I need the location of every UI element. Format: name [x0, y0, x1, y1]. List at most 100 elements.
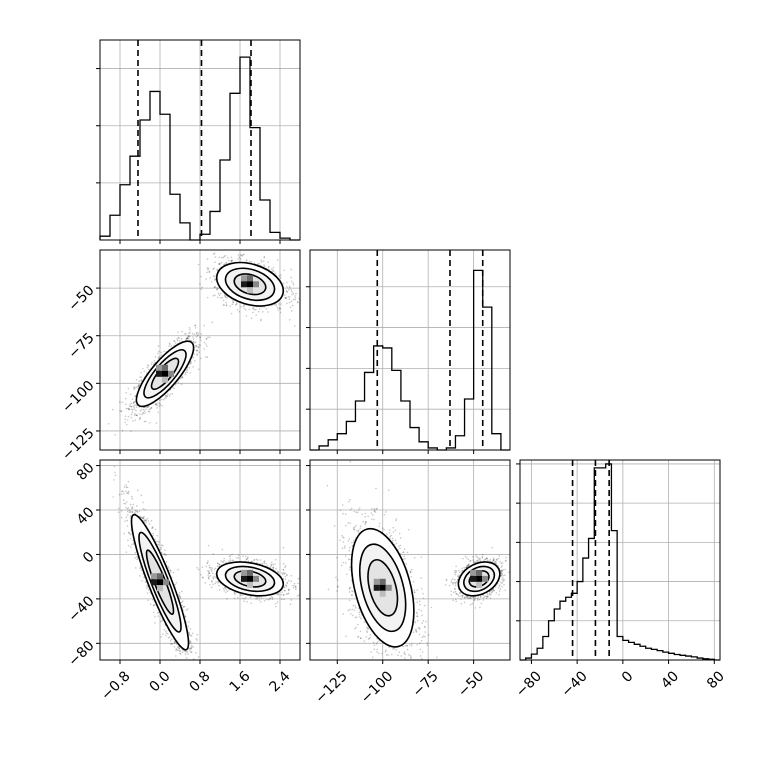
scatter-point [139, 417, 142, 419]
scatter-point [214, 286, 216, 288]
scatter-point [219, 262, 221, 265]
scatter-point [218, 263, 220, 266]
scatter-point [205, 356, 207, 358]
scatter-point [163, 552, 166, 555]
scatter-point [136, 489, 139, 492]
scatter-point [186, 664, 188, 666]
scatter-point [136, 555, 138, 558]
scatter-point [177, 646, 180, 648]
scatter-point [156, 543, 159, 546]
scatter-point [286, 291, 289, 294]
scatter-point [248, 308, 251, 311]
scatter-point [207, 336, 209, 339]
scatter-point [176, 646, 179, 649]
scatter-point [153, 604, 155, 606]
scatter-point [147, 599, 149, 602]
scatter-point [194, 327, 197, 329]
scatter-point [141, 517, 144, 519]
scatter-point [145, 420, 147, 423]
scatter-point [188, 335, 190, 337]
scatter-point [150, 520, 153, 522]
scatter-point [174, 641, 176, 644]
scatter-point [200, 275, 202, 278]
scatter-point [189, 628, 192, 630]
scatter-point [290, 300, 293, 303]
scatter-point [154, 538, 156, 541]
scatter-point [220, 256, 223, 259]
scatter-point [138, 510, 141, 513]
scatter-point [238, 310, 241, 313]
scatter-point [187, 625, 189, 628]
density-pixel [241, 281, 247, 288]
scatter-point [131, 497, 134, 500]
scatter-point [157, 615, 159, 617]
scatter-point [144, 519, 146, 522]
scatter-point [186, 677, 188, 679]
scatter-point [118, 493, 121, 496]
scatter-point [149, 407, 152, 410]
scatter-point [181, 600, 184, 603]
scatter-point [259, 319, 262, 322]
scatter-point [135, 510, 137, 512]
scatter-point [133, 512, 136, 515]
scatter-point [181, 375, 184, 378]
scatter-point [148, 408, 151, 411]
scatter-point [122, 499, 125, 502]
scatter-point [196, 350, 198, 352]
scatter-point [184, 615, 187, 618]
scatter-point [126, 508, 129, 510]
scatter-point [291, 310, 293, 312]
scatter-point [160, 548, 162, 551]
scatter-point [263, 265, 266, 268]
scatter-point [272, 270, 275, 273]
scatter-point [208, 336, 211, 339]
scatter-point [125, 484, 127, 486]
scatter-point [132, 503, 135, 506]
scatter-point [250, 317, 253, 319]
scatter-point [168, 395, 171, 397]
scatter-point [206, 296, 209, 299]
scatter-point [199, 344, 201, 346]
scatter-point [127, 539, 129, 542]
scatter-point [267, 311, 269, 313]
scatter-point [217, 292, 220, 295]
scatter-point [192, 366, 194, 368]
scatter-point [140, 379, 143, 382]
scatter-point [214, 285, 217, 288]
scatter-point [130, 416, 133, 419]
scatter-point [232, 301, 235, 304]
scatter-point [289, 306, 292, 309]
scatter-point [127, 531, 130, 534]
scatter-point [243, 307, 245, 310]
scatter-point [226, 297, 228, 299]
scatter-point [229, 305, 232, 307]
scatter-point [147, 364, 150, 367]
scatter-point [166, 395, 168, 397]
scatter-point [157, 402, 159, 404]
scatter-point [208, 270, 211, 273]
scatter-point [147, 405, 149, 408]
histogram-step-hist-p2 [520, 463, 720, 661]
scatter-point [214, 279, 216, 281]
scatter-point [265, 308, 268, 310]
density-scatter-p0-p2 [112, 465, 300, 679]
scatter-point [181, 376, 183, 379]
scatter-point [120, 509, 123, 512]
scatter-point [280, 303, 282, 305]
scatter-point [278, 307, 281, 309]
density-scatter-p0-p1 [107, 250, 300, 436]
density-peak [241, 275, 259, 294]
scatter-point [163, 350, 165, 353]
scatter-point [135, 409, 137, 412]
scatter-point [124, 403, 127, 406]
scatter-point [192, 341, 195, 343]
scatter-point [135, 378, 138, 381]
scatter-point [139, 376, 141, 378]
scatter-point [155, 403, 158, 405]
scatter-point [185, 609, 188, 611]
scatter-point [223, 304, 225, 306]
scatter-point [180, 383, 183, 386]
scatter-point [234, 304, 237, 306]
scatter-point [196, 353, 199, 355]
scatter-point [160, 636, 162, 638]
